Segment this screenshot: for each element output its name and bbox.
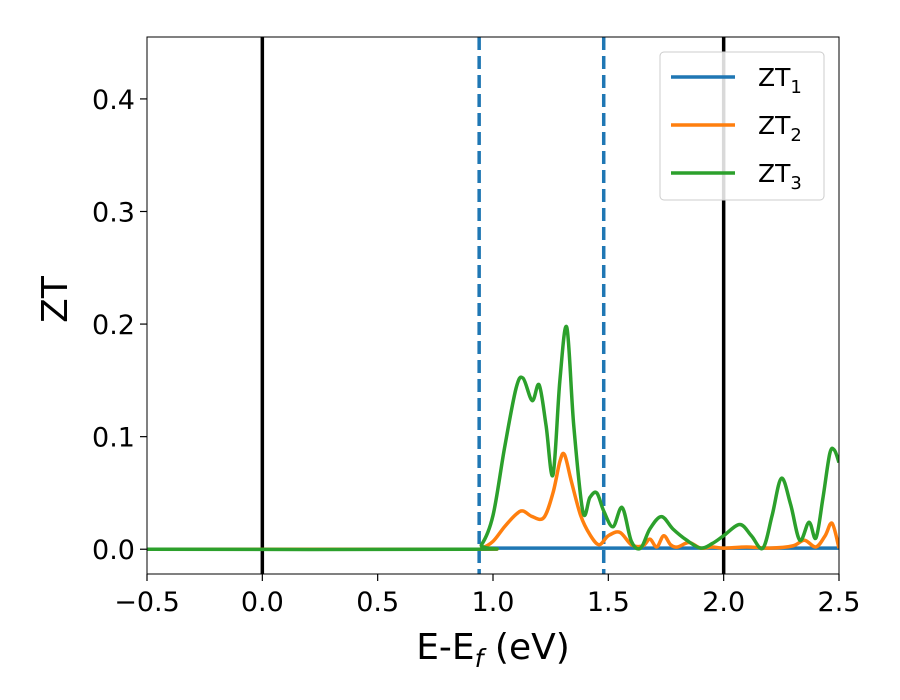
x-tick-label: 1.0 <box>472 587 515 618</box>
x-tick-label: 2.0 <box>702 587 745 618</box>
x-axis-label-main: E-E <box>416 627 474 668</box>
legend: ZT1 ZT2 ZT3 <box>659 51 825 201</box>
x-tick-label: 0.5 <box>356 587 399 618</box>
x-tick-label: −0.5 <box>114 587 180 618</box>
legend-box <box>659 51 825 201</box>
legend-label-zt2: ZT2 <box>758 111 802 146</box>
x-axis-label-unit: (eV) <box>483 627 569 668</box>
x-tick-label: 2.5 <box>818 587 861 618</box>
y-tick-label: 0.4 <box>92 85 135 116</box>
plot-frame <box>146 36 840 575</box>
legend-label-zt3: ZT3 <box>758 159 802 194</box>
y-tick-label: 0.0 <box>92 535 135 566</box>
y-tick-label: 0.1 <box>92 423 135 454</box>
y-tick-label: 0.2 <box>92 310 135 341</box>
x-axis-label: E-Ef (eV) <box>416 627 570 673</box>
y-axis-label: ZT <box>35 275 76 323</box>
axis-ticks: −0.5 0.0 0.5 1.0 1.5 2.0 2.5 0.0 0.1 0.2 0.3 0.4 <box>92 85 860 618</box>
x-tick-label: 0.0 <box>241 587 284 618</box>
series-line-zt2 <box>147 451 839 552</box>
legend-label-zt1: ZT1 <box>758 63 802 98</box>
y-tick-label: 0.3 <box>92 197 135 228</box>
series-line-zt3 <box>147 324 839 552</box>
x-tick-label: 1.5 <box>587 587 630 618</box>
